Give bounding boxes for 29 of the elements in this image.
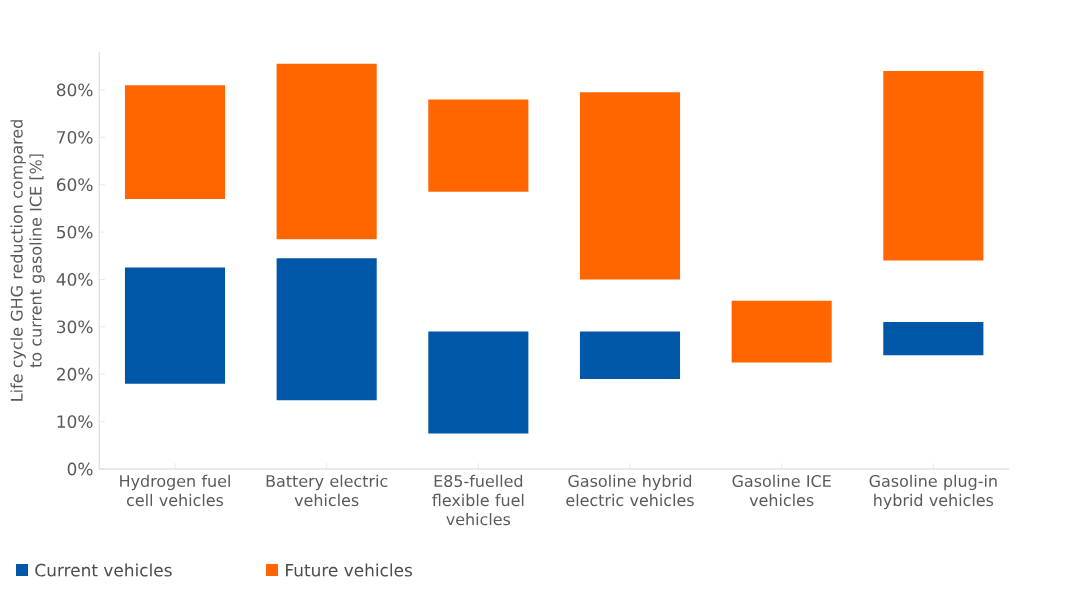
y-tick-label: 50% xyxy=(57,225,93,239)
y-axis-title: Life cycle GHG reduction compared to current gasoline ICE [%] xyxy=(10,120,45,401)
bar xyxy=(883,322,984,356)
x-tick-label: Gasoline ICE vehicles xyxy=(732,474,831,507)
y-tick-label: 70% xyxy=(57,130,93,144)
y-tick-label: 60% xyxy=(57,178,93,192)
bar xyxy=(124,85,226,199)
bar xyxy=(731,300,832,363)
x-tick-label: Battery electric vehicles xyxy=(266,474,388,507)
bar xyxy=(276,63,377,240)
legend-label: Future vehicles xyxy=(286,563,413,577)
legend-label: Current vehicles xyxy=(35,563,172,577)
bar xyxy=(579,92,681,280)
y-tick-label: 20% xyxy=(57,367,93,381)
y-tick-label: 0% xyxy=(67,462,93,476)
bar xyxy=(579,331,681,379)
bar xyxy=(428,99,529,192)
y-tick-label: 80% xyxy=(56,83,93,97)
x-tick-label: Hydrogen fuel cell vehicles xyxy=(120,474,230,507)
bar xyxy=(883,70,984,261)
y-tick-label: 40% xyxy=(56,273,93,286)
y-tick-label: 10% xyxy=(57,415,93,429)
bar xyxy=(276,258,377,401)
y-tick-label: 30% xyxy=(57,320,93,334)
bar xyxy=(428,331,529,434)
bar xyxy=(124,267,226,384)
x-tick-label: E85-fuelled flexible fuel vehicles xyxy=(432,474,524,526)
x-tick-label: Gasoline hybrid electric vehicles xyxy=(566,474,694,507)
x-tick-label: Gasoline plug-in hybrid vehicles xyxy=(869,474,997,510)
